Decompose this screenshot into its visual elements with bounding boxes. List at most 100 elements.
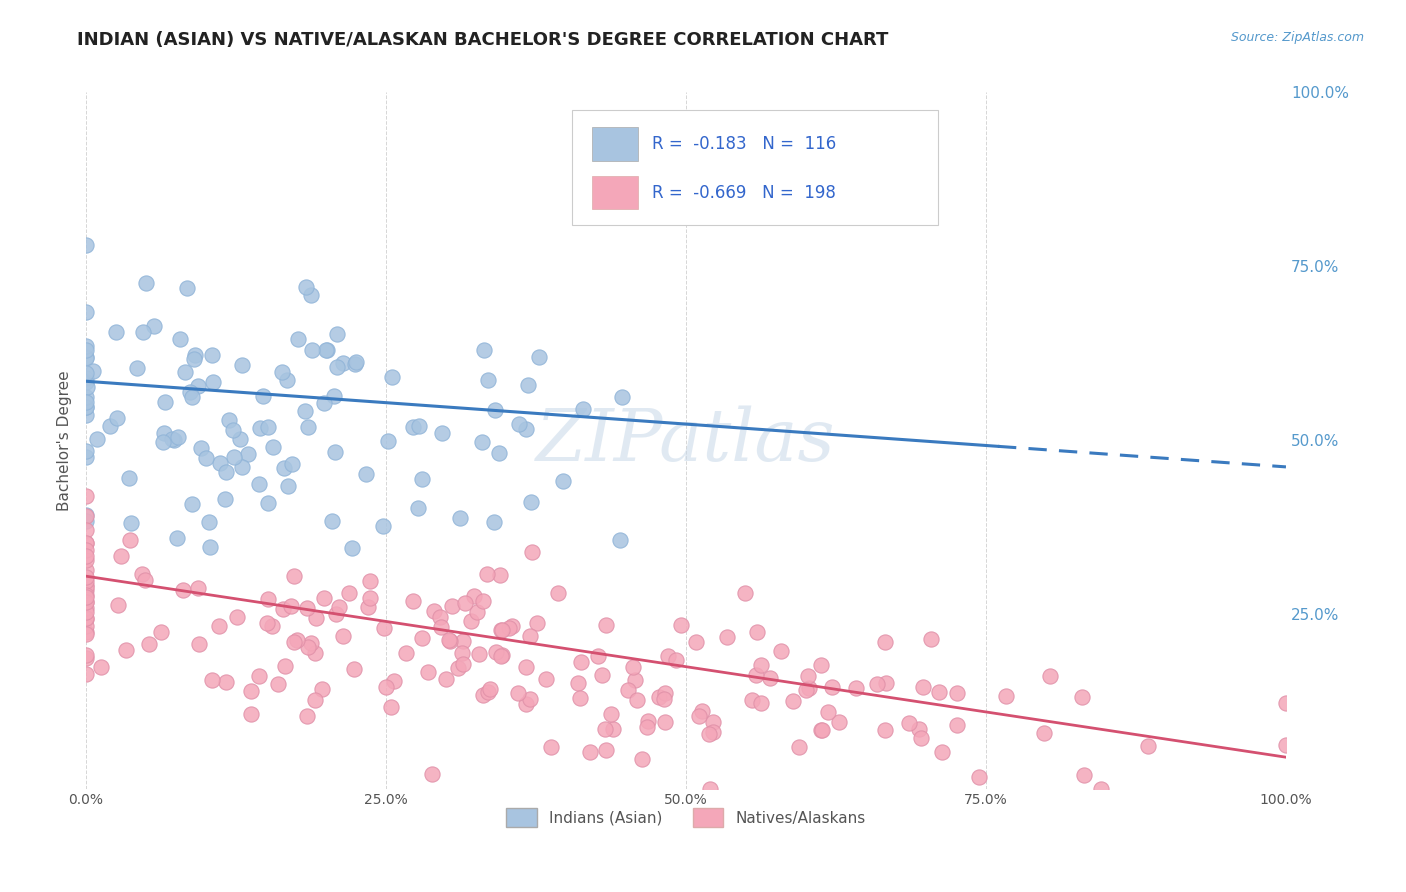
Point <box>75 624 97 639</box>
Point <box>202 375 225 389</box>
Point <box>1071 690 1094 705</box>
Point <box>190 442 212 456</box>
Point <box>215 465 238 479</box>
Point <box>299 636 322 650</box>
Point <box>221 423 243 437</box>
Point <box>449 510 471 524</box>
Point <box>631 751 654 765</box>
Point <box>172 583 194 598</box>
Point <box>910 731 932 745</box>
Point <box>325 607 347 621</box>
Point <box>408 419 430 434</box>
Point <box>75 375 97 389</box>
Point <box>475 566 498 581</box>
Point <box>547 586 569 600</box>
Point <box>520 545 543 559</box>
Point <box>875 676 897 690</box>
Point <box>183 351 205 366</box>
Point <box>569 656 592 670</box>
Point <box>593 722 616 736</box>
Point <box>75 395 97 409</box>
Point <box>304 693 326 707</box>
Point <box>273 461 295 475</box>
Point <box>75 588 97 602</box>
Point <box>323 388 346 402</box>
Point <box>98 418 121 433</box>
Point <box>304 646 326 660</box>
Point <box>1275 738 1298 752</box>
Point <box>247 476 270 491</box>
Point <box>654 686 676 700</box>
Point <box>75 390 97 404</box>
Point <box>381 370 404 384</box>
Point <box>274 658 297 673</box>
Point <box>797 668 820 682</box>
Point <box>359 591 381 606</box>
Point <box>120 533 142 548</box>
Point <box>297 420 319 434</box>
Point <box>488 446 510 460</box>
Point <box>782 694 804 708</box>
Point <box>482 515 505 529</box>
Point <box>799 681 821 696</box>
Point <box>323 445 346 459</box>
Point <box>125 360 148 375</box>
Point <box>231 359 253 373</box>
Point <box>567 676 589 690</box>
Point <box>273 602 295 616</box>
Point <box>811 723 834 738</box>
Point <box>75 591 97 605</box>
Point <box>75 606 97 620</box>
Point <box>472 343 495 357</box>
Text: INDIAN (ASIAN) VS NATIVE/ALASKAN BACHELOR'S DEGREE CORRELATION CHART: INDIAN (ASIAN) VS NATIVE/ALASKAN BACHELO… <box>77 31 889 49</box>
Point <box>166 430 188 444</box>
Point <box>688 709 710 723</box>
Point <box>1039 669 1062 683</box>
Point <box>75 582 97 597</box>
Point <box>411 631 433 645</box>
Point <box>75 536 97 550</box>
Point <box>260 619 283 633</box>
Point <box>150 624 173 639</box>
Point <box>183 349 205 363</box>
Point <box>359 574 381 588</box>
Point <box>337 586 360 600</box>
Point <box>326 326 349 341</box>
Point <box>75 523 97 537</box>
Point <box>75 401 97 415</box>
Point <box>166 531 188 545</box>
Point <box>262 440 284 454</box>
Point <box>946 686 969 700</box>
Point <box>75 619 97 633</box>
Text: Source: ZipAtlas.com: Source: ZipAtlas.com <box>1230 31 1364 45</box>
Point <box>301 343 323 358</box>
Point <box>623 673 645 688</box>
Point <box>489 568 512 582</box>
Point <box>440 599 463 614</box>
Point <box>86 432 108 446</box>
Point <box>875 723 897 737</box>
Point <box>491 648 513 662</box>
Point <box>75 549 97 563</box>
Point <box>1275 696 1298 710</box>
Point <box>297 601 319 615</box>
Point <box>402 594 425 608</box>
Point <box>294 404 316 418</box>
Point <box>287 332 309 346</box>
Point <box>636 720 658 734</box>
Point <box>277 479 299 493</box>
Point <box>477 685 499 699</box>
Point <box>142 319 165 334</box>
Point <box>328 600 350 615</box>
Point <box>75 400 97 414</box>
Point <box>107 598 129 612</box>
Point <box>201 673 224 688</box>
Point <box>256 616 278 631</box>
Point <box>252 389 274 403</box>
Point <box>491 623 513 637</box>
Point <box>690 704 713 718</box>
Point <box>256 591 278 606</box>
Point <box>153 394 176 409</box>
Point <box>75 489 97 503</box>
Point <box>240 683 263 698</box>
